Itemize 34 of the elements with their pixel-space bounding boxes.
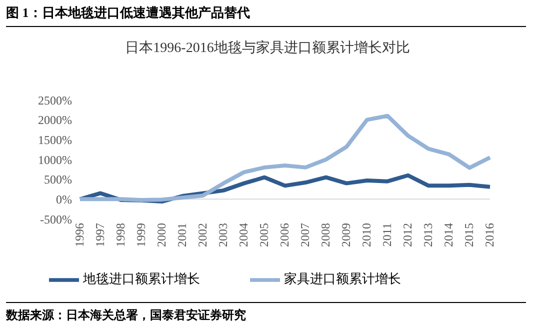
y-tick-label: 1500% [38, 132, 72, 147]
x-tick-label: 2010 [360, 223, 374, 247]
chart-title: 图 1：日本地毯进口低速遭遇其他产品替代 [6, 4, 526, 27]
x-tick-label: 1998 [114, 223, 128, 247]
x-tick-label: 1997 [93, 223, 108, 247]
x-tick-label: 2003 [216, 223, 230, 247]
x-tick-label: 2001 [175, 223, 190, 247]
x-tick-label: 2006 [278, 223, 292, 247]
legend-label: 地毯进口额累计增长 [83, 270, 200, 286]
x-tick-label: 2000 [154, 223, 169, 247]
legend-label: 家具进口额累计增长 [284, 270, 401, 286]
y-tick-label: 2000% [38, 113, 72, 128]
x-tick-label: 1999 [134, 223, 148, 247]
x-tick-label: 2013 [421, 223, 436, 247]
y-tick-label: 1000% [38, 152, 72, 167]
x-tick-label: 2015 [462, 223, 476, 247]
x-tick-label: 2016 [482, 223, 497, 247]
x-tick-label: 2002 [196, 223, 210, 247]
line-series [78, 114, 492, 202]
x-tick-label: 2004 [236, 223, 251, 247]
source-note: 数据来源：日本海关总署，国泰君安证券研究 [6, 307, 247, 324]
y-tick-label: 500% [44, 172, 72, 187]
x-tick-label: 2014 [442, 223, 456, 247]
x-tick-label: 2012 [400, 223, 415, 247]
x-tick-label: 2011 [380, 223, 394, 247]
chart-subtitle: 日本1996-2016地毯与家具进口额累计增长对比 [124, 39, 411, 58]
x-tick-label: 2005 [257, 223, 272, 247]
x-tick-label: 1996 [72, 223, 87, 247]
x-tick-label: 2007 [298, 223, 312, 247]
y-tick-label: 0% [56, 192, 72, 206]
x-tick-label: 2009 [339, 223, 354, 247]
x-tick-label: 2008 [318, 223, 333, 247]
y-tick-label: -500% [40, 212, 72, 226]
y-tick-label: 2500% [38, 93, 72, 108]
